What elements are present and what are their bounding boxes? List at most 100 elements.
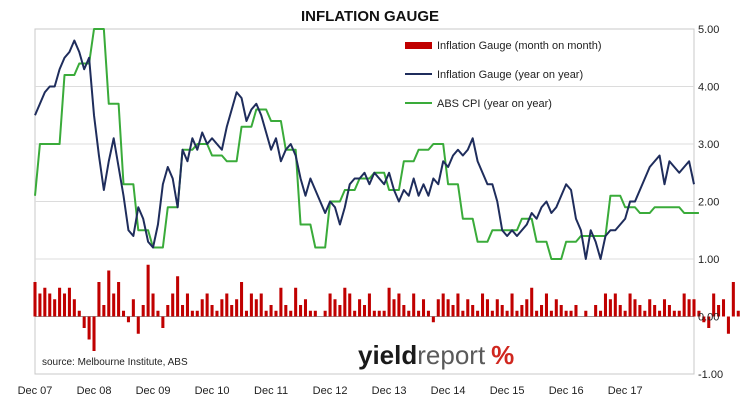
chart-title: INFLATION GAUGE — [301, 8, 439, 25]
mom-bar — [131, 299, 135, 317]
mom-bar — [618, 305, 622, 317]
mom-bar — [584, 310, 588, 317]
mom-bar — [200, 299, 204, 317]
mom-bar — [171, 293, 175, 317]
mom-bar — [185, 293, 189, 317]
mom-bar — [544, 293, 548, 317]
y-tick-label: -1.00 — [698, 369, 723, 381]
mom-bar — [156, 310, 160, 317]
mom-bar — [240, 282, 244, 317]
x-tick-label: Dec 14 — [431, 385, 466, 397]
source-annotation: source: Melbourne Institute, ABS — [42, 357, 188, 368]
mom-bar — [151, 293, 155, 317]
mom-bar — [279, 287, 283, 317]
mom-bar — [697, 310, 701, 317]
mom-bar — [702, 316, 706, 323]
mom-bar — [259, 293, 263, 317]
mom-bar — [377, 310, 381, 317]
mom-bar — [540, 305, 544, 317]
mom-bar — [633, 299, 637, 317]
gridlines — [35, 86, 694, 317]
mom-bar — [667, 305, 671, 317]
mom-bar — [461, 310, 465, 317]
mom-bar — [608, 299, 612, 317]
mom-bar — [254, 299, 258, 317]
mom-bar — [82, 316, 86, 328]
logo-percent: % — [491, 340, 514, 370]
mom-bar — [653, 305, 657, 317]
mom-bar — [67, 287, 71, 317]
mom-bar — [249, 293, 253, 317]
mom-bar — [623, 310, 627, 317]
mom-bar — [195, 310, 199, 317]
mom-bar — [717, 305, 721, 317]
mom-bar — [628, 293, 632, 317]
mom-bar — [554, 299, 558, 317]
mom-bar — [102, 305, 106, 317]
mom-bar — [308, 310, 312, 317]
mom-bar — [736, 310, 740, 317]
mom-bar — [43, 287, 47, 317]
mom-bars — [33, 264, 740, 351]
mom-bar — [230, 305, 234, 317]
yieldreport-logo: yieldreport% — [358, 340, 514, 370]
mom-bar — [220, 299, 224, 317]
mom-bar — [338, 305, 342, 317]
mom-bar — [672, 310, 676, 317]
mom-bar — [299, 305, 303, 317]
mom-bar — [643, 310, 647, 317]
mom-bar — [117, 282, 121, 317]
mom-bar — [692, 299, 696, 317]
mom-bar — [97, 282, 101, 317]
mom-bar — [495, 299, 499, 317]
x-tick-label: Dec 16 — [549, 385, 584, 397]
mom-bar — [181, 305, 185, 317]
mom-bar — [141, 305, 145, 317]
mom-bar — [190, 310, 194, 317]
mom-bar — [53, 299, 57, 317]
mom-bar — [367, 293, 371, 317]
mom-bar — [269, 305, 273, 317]
mom-bar — [662, 299, 667, 317]
mom-bar — [161, 316, 165, 328]
y-tick-label: 0.00 — [698, 312, 719, 324]
mom-bar — [313, 310, 317, 317]
mom-bar — [392, 299, 396, 317]
logo-word-report: report — [417, 340, 486, 370]
mom-bar — [353, 310, 357, 317]
mom-bar — [215, 310, 219, 317]
mom-bar — [441, 293, 445, 317]
mom-bar — [687, 299, 691, 317]
mom-bar — [92, 316, 96, 351]
mom-bar — [466, 299, 470, 317]
mom-bar — [599, 310, 603, 317]
mom-bar — [284, 305, 288, 317]
mom-bar — [225, 293, 229, 317]
mom-bar — [476, 310, 480, 317]
mom-bar — [682, 293, 686, 317]
mom-bar — [210, 305, 214, 317]
mom-bar — [77, 310, 81, 317]
mom-bar — [328, 293, 332, 317]
x-tick-label: Dec 17 — [608, 385, 643, 397]
mom-bar — [112, 293, 116, 317]
legend-label-cpi-yoy: ABS CPI (year on year) — [437, 98, 552, 110]
mom-bar — [407, 310, 411, 317]
x-axis: Dec 07 Dec 08 Dec 09 Dec 10 Dec 11 Dec 12 Dec … — [18, 385, 643, 397]
mom-bar — [559, 305, 563, 317]
yoy-lines — [34, 28, 699, 260]
mom-bar — [323, 310, 327, 317]
mom-bar — [490, 310, 494, 317]
mom-bar — [264, 310, 268, 317]
mom-bar — [294, 287, 298, 317]
mom-bar — [87, 316, 91, 340]
mom-bar — [176, 276, 180, 317]
mom-bar — [38, 293, 42, 317]
mom-bar — [431, 316, 435, 323]
mom-bar — [677, 310, 681, 317]
mom-bar — [648, 299, 652, 317]
mom-bar — [594, 305, 598, 317]
y-tick-label: 2.00 — [698, 197, 719, 209]
mom-bar — [485, 299, 489, 317]
mom-bar — [638, 305, 642, 317]
